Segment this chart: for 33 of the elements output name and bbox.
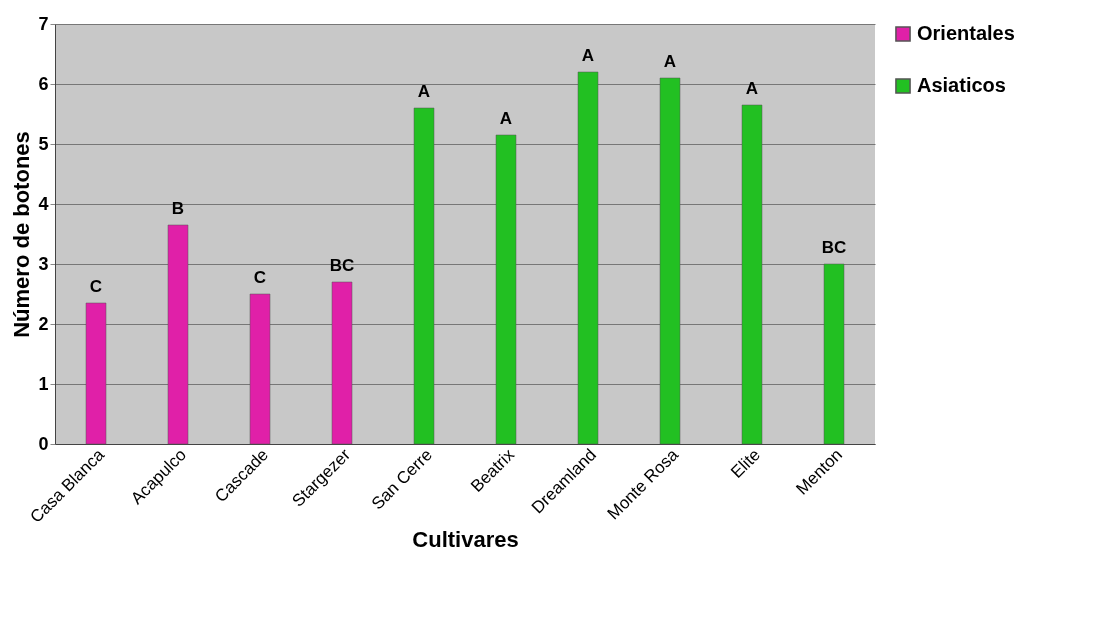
bar [659,77,681,445]
y-tick-label: 0 [38,433,49,454]
annotation: C [89,277,103,296]
bar [249,293,271,445]
y-tick-label: 7 [38,13,49,34]
annotation: BC [821,238,847,257]
x-axis-title: Cultivares [412,526,519,552]
bar [413,107,435,445]
annotation: A [499,109,513,128]
annotation: A [663,52,677,71]
y-tick-label: 1 [38,373,49,394]
annotation: A [417,82,431,101]
annotation: A [745,79,759,98]
annotation: A [581,46,595,65]
y-tick-label: 2 [38,313,49,334]
y-tick-label: 4 [38,193,49,214]
x-tick-label: Elite [727,445,765,482]
y-tick-label: 5 [38,133,49,154]
annotation: BC [329,256,355,275]
bar [167,224,189,445]
y-tick-label: 6 [38,73,49,94]
annotation: C [253,268,267,287]
bar [331,281,353,445]
legend-label: Asiaticos [917,74,1006,96]
bar [577,71,599,445]
y-tick-label: 3 [38,253,49,274]
bar [823,263,845,445]
bar [495,134,517,445]
bar [741,104,763,445]
legend-label: Orientales [917,22,1015,44]
y-axis-title: Número de botones [9,131,35,338]
bar [85,302,107,445]
annotation: B [171,199,185,218]
